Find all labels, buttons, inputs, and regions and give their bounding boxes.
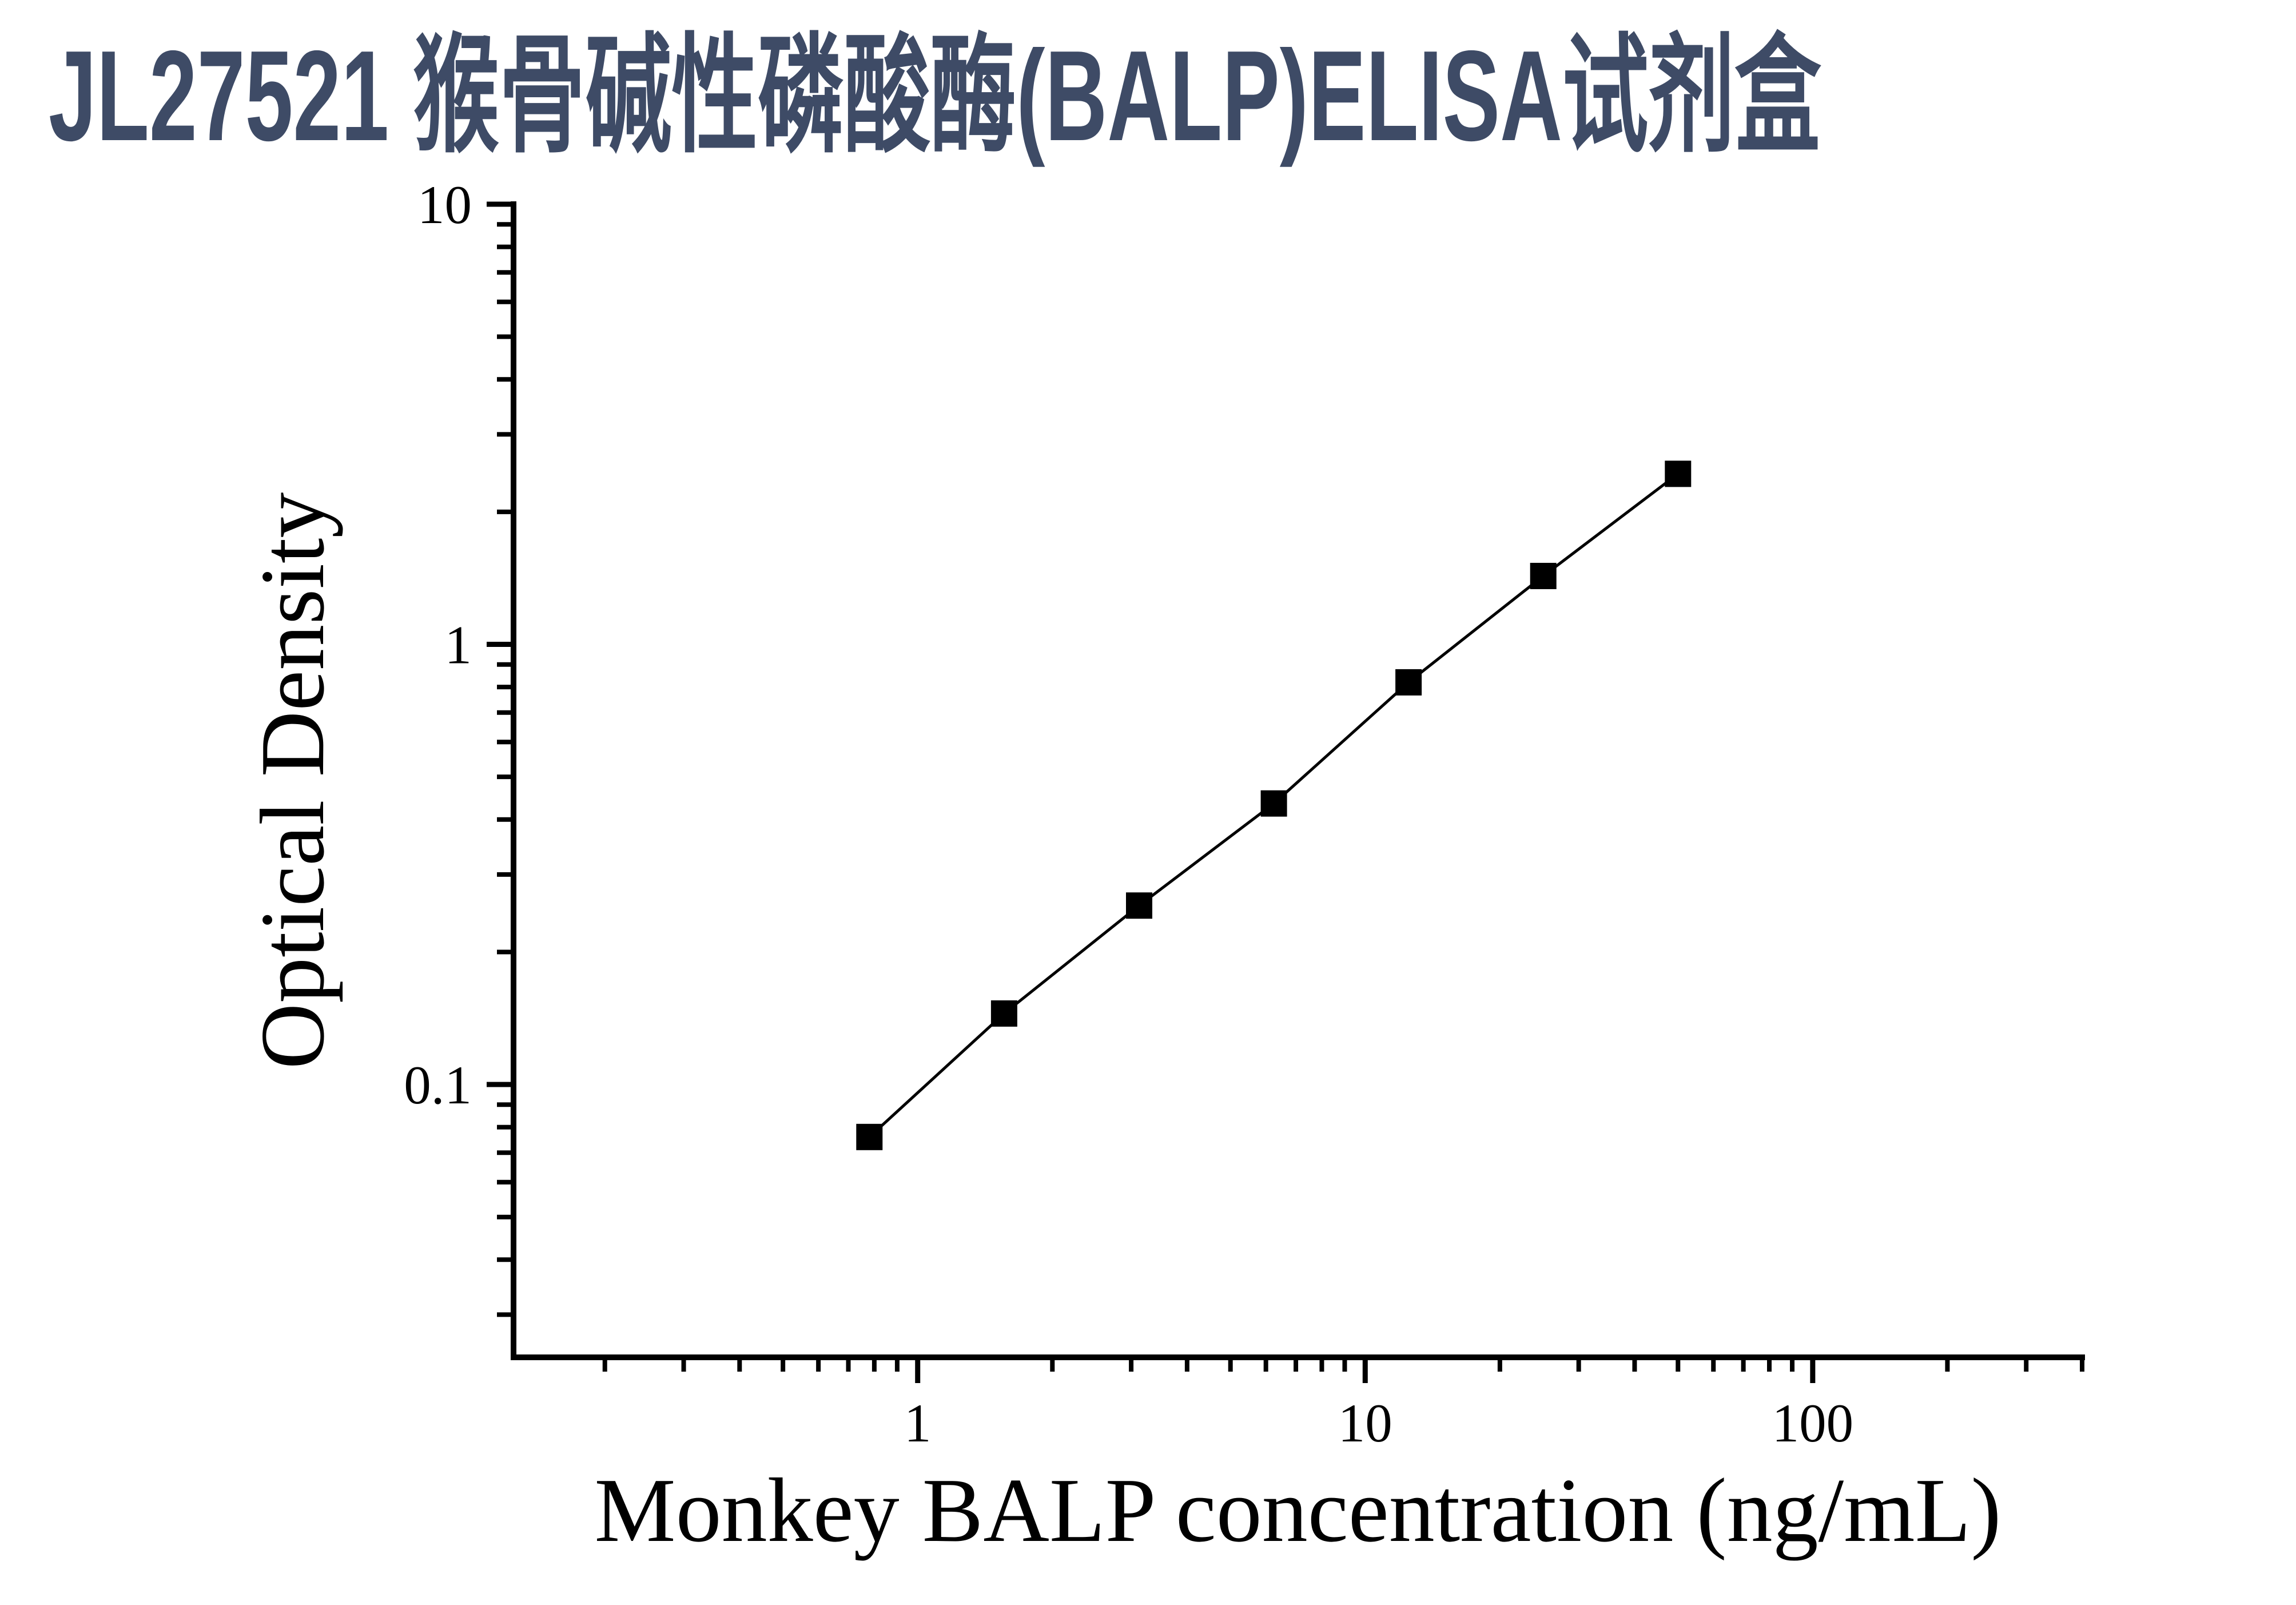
- data-point-marker: [856, 1123, 883, 1150]
- x-tick-label: 1: [904, 1393, 932, 1453]
- x-tick-label: 100: [1772, 1393, 1854, 1453]
- page-title: JL27521 猴骨碱性磷酸酶(BALP)ELISA试剂盒: [49, 23, 1821, 168]
- y-tick-label: 0.1: [404, 1055, 472, 1115]
- y-tick-label: 1: [445, 615, 472, 676]
- data-point-marker: [1260, 790, 1287, 817]
- y-axis-title: Optical Density: [241, 492, 343, 1070]
- y-tick-label: 10: [417, 174, 472, 235]
- data-point-marker: [990, 1000, 1017, 1027]
- data-point-marker: [1530, 563, 1557, 589]
- data-point-marker: [1126, 892, 1152, 919]
- data-point-marker: [1395, 669, 1422, 696]
- x-tick-label: 10: [1338, 1393, 1392, 1453]
- x-axis-title: Monkey BALP concentration (ng/mL): [594, 1459, 2001, 1561]
- data-point-marker: [1665, 460, 1692, 487]
